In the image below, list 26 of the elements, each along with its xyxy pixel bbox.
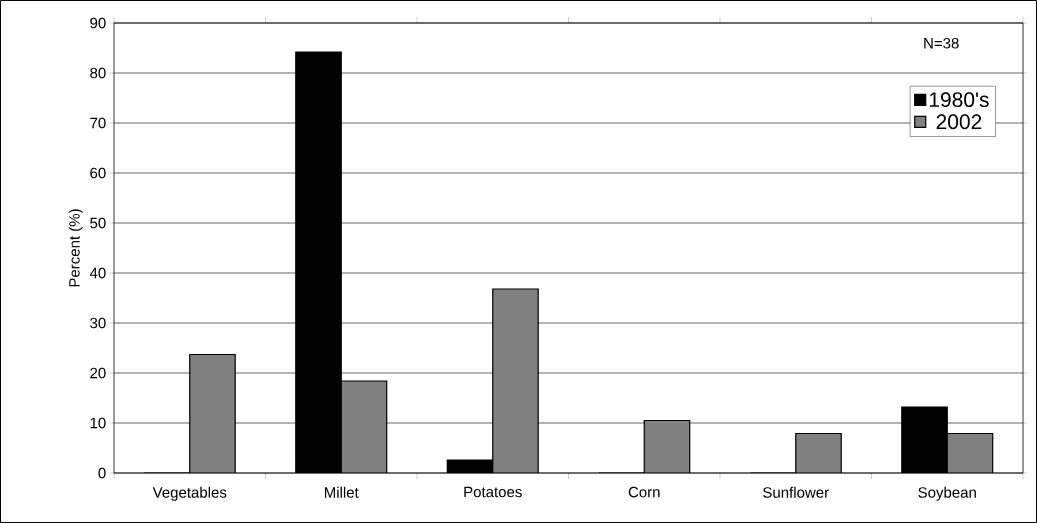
bar	[340, 380, 388, 473]
x-tick-label: Corn	[628, 486, 660, 498]
y-tick-label: 10	[90, 417, 106, 429]
y-tick-label: 80	[90, 67, 106, 79]
bar	[946, 432, 994, 473]
bar	[795, 433, 842, 473]
x-tick-label: Sunflower	[763, 486, 829, 498]
bar	[643, 419, 691, 473]
y-tick-label: 50	[90, 217, 106, 229]
x-tick-label: Potatoes	[464, 486, 522, 498]
y-tick-label: 20	[90, 367, 106, 379]
x-tick-label: Millet	[324, 486, 359, 498]
legend-label: 2002	[936, 114, 982, 130]
y-tick-label: 40	[89, 267, 106, 279]
bar	[189, 353, 236, 473]
x-tick-label: Vegetables	[152, 486, 227, 501]
y-axis-title: Percent (%)	[68, 209, 83, 287]
y-tick-label: 60	[90, 167, 106, 179]
y-tick-label: 90	[90, 17, 106, 29]
annotation: N=38	[924, 37, 959, 49]
bar	[492, 288, 539, 473]
y-tick-label: 30	[90, 317, 106, 329]
x-tick-label: Soybean	[918, 486, 976, 501]
y-tick-label: 0	[98, 467, 106, 479]
y-tick-label: 70	[90, 117, 106, 129]
legend-label: 1980's	[929, 92, 989, 108]
